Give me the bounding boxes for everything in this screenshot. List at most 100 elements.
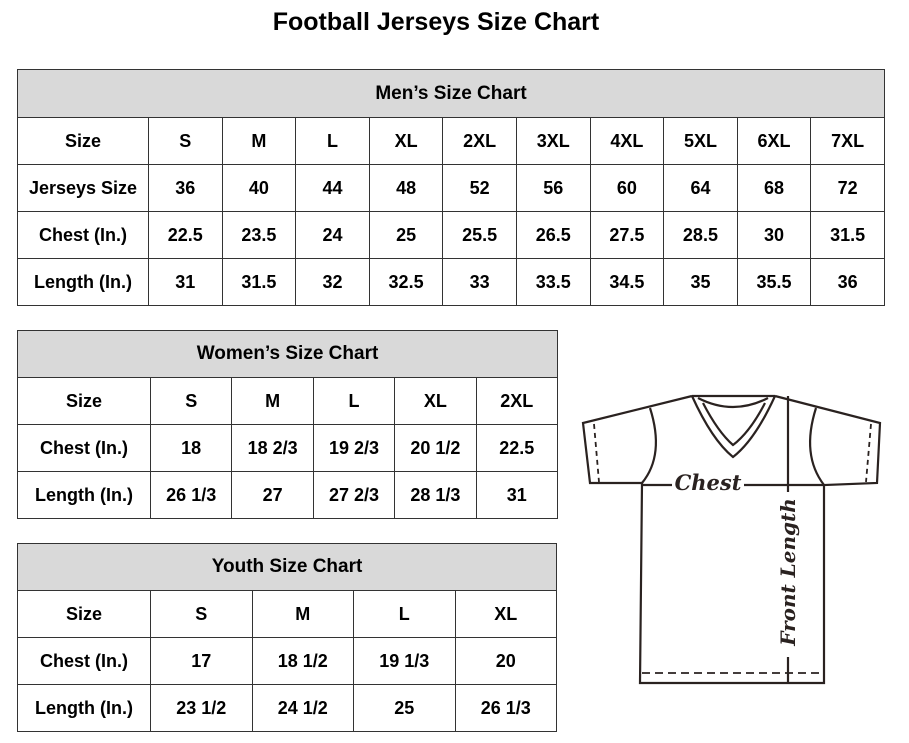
table-cell: 34.5 <box>589 258 665 306</box>
size-header-cell: M <box>221 117 297 165</box>
table-cell: 48 <box>368 164 444 212</box>
table-cell: 36 <box>810 258 885 306</box>
table-heading: Men’s Size Chart <box>17 69 885 118</box>
size-header-cell: 3XL <box>515 117 591 165</box>
size-header-cell: XL <box>454 590 558 638</box>
table-cell: 35 <box>663 258 738 306</box>
table-cell: 36 <box>148 164 223 212</box>
row-label: Chest (In.) <box>17 637 151 685</box>
table-cell: 44 <box>295 164 370 212</box>
table-heading: Women’s Size Chart <box>16 330 559 378</box>
table-cell: 18 <box>149 424 233 472</box>
jersey-outline <box>581 394 882 685</box>
youth-size-table: Youth Size Chart Size S M L XL Chest (In.) 17 18… <box>16 543 558 732</box>
row-label: Length (In.) <box>17 471 151 519</box>
table-cell: 26.5 <box>515 211 591 259</box>
table-cell: 72 <box>810 164 885 212</box>
collar-band <box>697 397 769 408</box>
size-header-cell: M <box>231 377 314 425</box>
size-header-cell: S <box>149 377 233 425</box>
jersey-diagram: Chest Front Length <box>581 394 882 685</box>
table-row: Jerseys Size 36 40 44 48 52 56 60 64 68 72 <box>17 164 885 212</box>
table-row: Size S M L XL <box>17 590 558 638</box>
table-cell: 64 <box>663 164 738 212</box>
table-cell: 27 2/3 <box>312 471 396 519</box>
size-header-cell: M <box>251 590 354 638</box>
size-header-cell: 7XL <box>810 117 885 165</box>
size-header-cell: 2XL <box>475 377 559 425</box>
row-label: Length (In.) <box>17 258 149 306</box>
table-cell: 31 <box>148 258 223 306</box>
table-cell: 27.5 <box>589 211 665 259</box>
table-cell: 17 <box>150 637 253 685</box>
size-header-cell: 4XL <box>589 117 665 165</box>
table-cell: 31.5 <box>221 258 297 306</box>
row-label: Size <box>17 590 151 638</box>
table-row: Chest (In.) 22.5 23.5 24 25 25.5 26.5 27.5 28.5 3… <box>17 211 885 259</box>
table-cell: 19 2/3 <box>312 424 396 472</box>
size-header-cell: S <box>148 117 223 165</box>
table-row: Size S M L XL 2XL <box>17 377 559 425</box>
table-cell: 30 <box>736 211 812 259</box>
chest-label: Chest <box>675 470 742 495</box>
size-header-cell: L <box>353 590 456 638</box>
size-header-cell: 2XL <box>442 117 517 165</box>
row-label: Size <box>17 117 149 165</box>
v-neck-outer <box>690 395 777 459</box>
left-sleeve-hem <box>593 423 600 483</box>
table-cell: 20 <box>454 637 558 685</box>
v-neck-inner <box>702 402 766 447</box>
table-row: Length (In.) 26 1/3 27 27 2/3 28 1/3 31 <box>17 471 559 519</box>
table-cell: 68 <box>736 164 812 212</box>
page-title: Football Jerseys Size Chart <box>272 8 600 36</box>
mens-size-table: Men’s Size Chart Size S M L XL 2XL 3XL 4XL 5XL 6XL… <box>17 69 885 306</box>
table-cell: 26 1/3 <box>454 684 558 732</box>
size-header-cell: 5XL <box>663 117 738 165</box>
table-cell: 32.5 <box>368 258 444 306</box>
table-cell: 28 1/3 <box>394 471 477 519</box>
size-header-cell: S <box>150 590 253 638</box>
table-cell: 24 1/2 <box>251 684 354 732</box>
table-cell: 19 1/3 <box>353 637 456 685</box>
size-header-cell: 6XL <box>736 117 812 165</box>
table-cell: 56 <box>515 164 591 212</box>
table-row: Length (In.) 23 1/2 24 1/2 25 26 1/3 <box>17 684 558 732</box>
table-heading-row: Women’s Size Chart <box>16 330 559 378</box>
table-cell: 22.5 <box>148 211 223 259</box>
right-sleeve-seam <box>808 407 825 486</box>
row-label: Jerseys Size <box>17 164 149 212</box>
table-cell: 31.5 <box>810 211 885 259</box>
row-label: Size <box>17 377 151 425</box>
table-cell: 18 1/2 <box>251 637 354 685</box>
row-label: Chest (In.) <box>17 424 151 472</box>
table-row: Chest (In.) 18 18 2/3 19 2/3 20 1/2 22.5 <box>17 424 559 472</box>
row-label: Chest (In.) <box>17 211 149 259</box>
table-cell: 31 <box>475 471 559 519</box>
table-cell: 18 2/3 <box>231 424 314 472</box>
table-cell: 28.5 <box>663 211 738 259</box>
table-cell: 24 <box>295 211 370 259</box>
table-cell: 33 <box>442 258 517 306</box>
womens-size-table: Women’s Size Chart Size S M L XL 2XL Chest (In.… <box>16 330 559 519</box>
left-sleeve-seam <box>641 407 658 484</box>
table-cell: 23.5 <box>221 211 297 259</box>
table-row: Length (In.) 31 31.5 32 32.5 33 33.5 34.5 35 35.5… <box>17 258 885 306</box>
table-cell: 26 1/3 <box>149 471 233 519</box>
table-cell: 32 <box>295 258 370 306</box>
table-cell: 40 <box>221 164 297 212</box>
table-heading: Youth Size Chart <box>16 543 558 591</box>
table-cell: 25 <box>368 211 444 259</box>
table-cell: 20 1/2 <box>394 424 477 472</box>
size-header-cell: L <box>312 377 396 425</box>
table-cell: 52 <box>442 164 517 212</box>
table-heading-row: Men’s Size Chart <box>17 69 885 118</box>
table-row: Size S M L XL 2XL 3XL 4XL 5XL 6XL 7XL <box>17 117 885 165</box>
table-row: Chest (In.) 17 18 1/2 19 1/3 20 <box>17 637 558 685</box>
table-cell: 60 <box>589 164 665 212</box>
size-header-cell: L <box>295 117 370 165</box>
front-length-label: Front Length <box>776 498 800 647</box>
table-cell: 23 1/2 <box>150 684 253 732</box>
table-cell: 25.5 <box>442 211 517 259</box>
table-cell: 25 <box>353 684 456 732</box>
table-cell: 27 <box>231 471 314 519</box>
